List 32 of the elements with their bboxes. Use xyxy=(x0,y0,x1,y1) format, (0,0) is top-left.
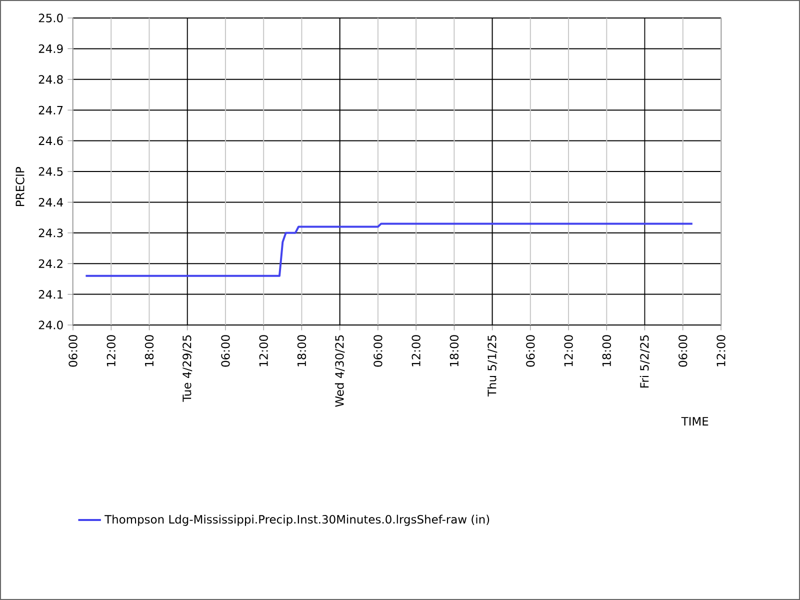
x-tick-label: 06:00 xyxy=(68,335,78,367)
y-tick-label: 24.8 xyxy=(38,75,63,84)
x-tick-label: 12:00 xyxy=(716,335,726,366)
x-tick-label: 12:00 xyxy=(106,335,116,366)
y-tick-label: 24.2 xyxy=(38,259,62,268)
x-tick-label: 12:00 xyxy=(259,335,268,366)
x-tick-label: 12:00 xyxy=(412,335,420,366)
x-tick-label: 06:00 xyxy=(374,335,382,367)
x-tick-label: 18:00 xyxy=(297,335,306,366)
y-tick-label: 24.6 xyxy=(38,136,63,146)
x-tick-label: 18:00 xyxy=(450,335,459,366)
x-tick-label: Wed 4/30/25 xyxy=(334,335,345,407)
x-axis-title: TIME xyxy=(681,417,708,426)
x-tick-label: 12:00 xyxy=(564,335,573,366)
y-tick-label: 24.9 xyxy=(38,44,63,54)
y-tick-label: 24.0 xyxy=(38,320,63,330)
y-tick-label: 25.0 xyxy=(38,14,63,22)
x-tick-label: 06:00 xyxy=(526,335,535,367)
x-tick-label: 18:00 xyxy=(602,335,611,366)
y-tick-label: 24.5 xyxy=(38,167,63,176)
x-tick-label: 06:00 xyxy=(678,335,688,367)
y-axis-title: PRECIP xyxy=(16,167,24,206)
x-tick-label: Thu 5/1/25 xyxy=(487,335,498,397)
y-tick-label: 24.3 xyxy=(38,228,63,238)
y-tick-label: 24.7 xyxy=(38,106,63,114)
y-tick-label: 24.1 xyxy=(38,290,63,299)
x-tick-label: Fri 5/2/25 xyxy=(640,335,650,388)
x-tick-label: 18:00 xyxy=(144,335,154,366)
x-tick-label: Tue 4/29/25 xyxy=(182,335,192,402)
x-tick-label: 06:00 xyxy=(221,335,230,367)
y-tick-label: 24.4 xyxy=(38,198,63,206)
legend-label: Thompson Ldg-Mississippi.Precip.Inst.30Minutes.0.lrgsShef-raw (in) xyxy=(104,514,490,526)
